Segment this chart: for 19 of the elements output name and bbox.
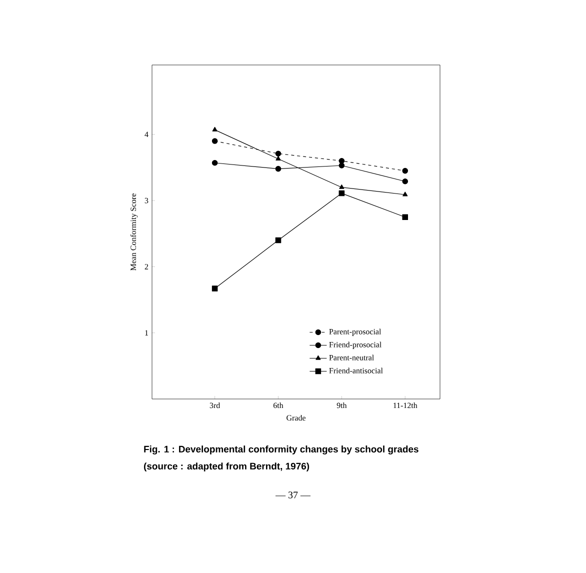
point (212, 286, 218, 292)
point (402, 168, 408, 174)
point (276, 156, 281, 160)
text: (source : adapted from Berndt, 1976) (144, 462, 310, 472)
point (212, 160, 218, 166)
point (402, 214, 408, 220)
point (338, 158, 345, 164)
point (275, 150, 282, 156)
point (338, 162, 345, 168)
point (275, 166, 282, 172)
text: — 37 — (276, 492, 311, 498)
point (402, 178, 408, 184)
point (402, 192, 408, 196)
point (212, 126, 218, 132)
point (339, 184, 344, 189)
point (338, 190, 345, 196)
point (275, 237, 282, 244)
point (212, 138, 218, 144)
text: Fig. 1 : Developmental conformity changes by school grades (144, 446, 418, 454)
